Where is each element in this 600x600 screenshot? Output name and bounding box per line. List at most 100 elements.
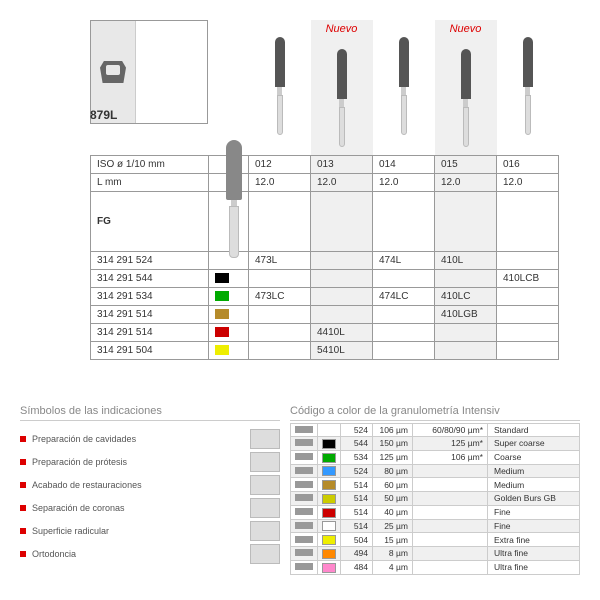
grain-row: 50415 µmExtra fine (291, 533, 580, 547)
cell: 014 (373, 156, 435, 174)
code-cell: 314 291 544 (91, 270, 209, 288)
indication-row: Preparación de cavidades (20, 427, 280, 450)
grain-row: 534125 µm106 µm*Coarse (291, 450, 580, 464)
code-row: 314 291 504 5410L (91, 342, 559, 360)
code-cell: 504 (341, 533, 373, 547)
grain-row: 524106 µm60/80/90 µm*Standard (291, 424, 580, 437)
bar-cell (291, 437, 318, 451)
bur-icon (456, 49, 476, 149)
code-cell: 514 (341, 478, 373, 492)
color-cell (209, 270, 249, 288)
grain-legend: Código a color de la granulometría Inten… (290, 405, 580, 575)
code-cell: 534 (341, 450, 373, 464)
row-label: L mm (91, 174, 209, 192)
bar-cell (291, 519, 318, 533)
color-cell (318, 424, 341, 437)
code-cell: 314 291 534 (91, 288, 209, 306)
range-cell (413, 519, 488, 533)
indication-row: Acabado de restauraciones (20, 473, 280, 496)
value-cell: 410LGB (435, 306, 497, 324)
bar-cell (291, 533, 318, 547)
value-cell: 474L (373, 252, 435, 270)
grain-row: 4948 µmUltra fine (291, 547, 580, 561)
cell: 013 (311, 156, 373, 174)
indication-icon (250, 544, 280, 564)
bar-cell (291, 505, 318, 519)
indication-label: Preparación de cavidades (32, 434, 238, 444)
cell: 12.0 (435, 174, 497, 192)
um-cell: 80 µm (373, 464, 413, 478)
um-cell: 50 µm (373, 492, 413, 506)
name-cell: Golden Burs GB (488, 492, 580, 506)
value-cell (497, 324, 559, 342)
value-cell (311, 306, 373, 324)
um-cell: 106 µm (373, 424, 413, 437)
bullet-icon (20, 482, 26, 488)
color-cell (318, 437, 341, 451)
legend-title: Código a color de la granulometría Inten… (290, 405, 580, 421)
range-cell (413, 478, 488, 492)
grain-row: 4844 µmUltra fine (291, 560, 580, 574)
cell: 12.0 (373, 174, 435, 192)
color-cell (318, 547, 341, 561)
value-cell (249, 270, 311, 288)
bur-icon (394, 37, 414, 137)
cell: 016 (497, 156, 559, 174)
grain-row: 51450 µmGolden Burs GB (291, 492, 580, 506)
value-cell (311, 288, 373, 306)
cell: 012 (249, 156, 311, 174)
color-cell (318, 533, 341, 547)
value-cell (373, 342, 435, 360)
code-cell: 314 291 524 (91, 252, 209, 270)
value-cell (497, 342, 559, 360)
range-cell (413, 533, 488, 547)
nuevo-label: Nuevo (450, 23, 482, 35)
bar-cell (291, 424, 318, 437)
value-cell: 473L (249, 252, 311, 270)
value-cell (435, 324, 497, 342)
indication-icon (250, 521, 280, 541)
code-cell: 494 (341, 547, 373, 561)
value-cell (497, 252, 559, 270)
range-cell (413, 560, 488, 574)
code-cell: 524 (341, 424, 373, 437)
large-bur-icon (225, 140, 243, 260)
bar-cell (291, 492, 318, 506)
color-cell (209, 288, 249, 306)
value-cell: 410LCB (497, 270, 559, 288)
grain-row: 51425 µmFine (291, 519, 580, 533)
legend-title: Símbolos de las indicaciones (20, 405, 280, 421)
value-cell (249, 306, 311, 324)
bullet-icon (20, 459, 26, 465)
code-cell: 314 291 514 (91, 324, 209, 342)
code-row: 314 291 5144410L (91, 324, 559, 342)
iso-row: ISO ø 1/10 mm 012 013 014 015 016 (91, 156, 559, 174)
range-cell: 125 µm* (413, 437, 488, 451)
row-label: ISO ø 1/10 mm (91, 156, 209, 174)
value-cell (435, 270, 497, 288)
code-row: 314 291 514 410LGB (91, 306, 559, 324)
name-cell: Medium (488, 478, 580, 492)
bur-icon (332, 49, 352, 149)
color-cell (318, 560, 341, 574)
value-cell (497, 288, 559, 306)
value-cell: 410L (435, 252, 497, 270)
um-cell: 4 µm (373, 560, 413, 574)
row-label: FG (91, 192, 209, 252)
bar-cell (291, 478, 318, 492)
code-cell: 314 291 514 (91, 306, 209, 324)
range-cell: 60/80/90 µm* (413, 424, 488, 437)
code-row: 314 291 524 473L 474L410L (91, 252, 559, 270)
value-cell: 5410L (311, 342, 373, 360)
color-cell (318, 478, 341, 492)
indication-row: Preparación de prótesis (20, 450, 280, 473)
indication-row: Superficie radicular (20, 519, 280, 542)
grain-table: 524106 µm60/80/90 µm*Standard544150 µm12… (290, 423, 580, 575)
color-cell (209, 342, 249, 360)
grain-row: 52480 µmMedium (291, 464, 580, 478)
value-cell (373, 270, 435, 288)
code-cell: 314 291 504 (91, 342, 209, 360)
name-cell: Ultra fine (488, 547, 580, 561)
value-cell (249, 324, 311, 342)
bullet-icon (20, 528, 26, 534)
